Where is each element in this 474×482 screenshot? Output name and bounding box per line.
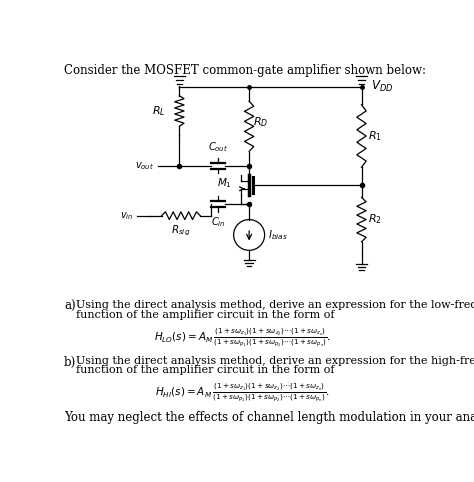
Text: Consider the MOSFET common-gate amplifier shown below:: Consider the MOSFET common-gate amplifie… — [64, 64, 426, 77]
Text: $R_1$: $R_1$ — [368, 129, 382, 143]
Text: $H_{HI}(s) = A_M \,\frac{(1+s\omega_{z_1})(1+s\omega_{z_2})\cdots(1+s\omega_{z_n: $H_{HI}(s) = A_M \,\frac{(1+s\omega_{z_1… — [155, 381, 330, 404]
Text: function of the amplifier circuit in the form of: function of the amplifier circuit in the… — [76, 365, 335, 375]
Text: $v_{in}$: $v_{in}$ — [120, 210, 134, 222]
Text: a): a) — [64, 300, 75, 313]
Text: b): b) — [64, 356, 76, 369]
Text: $R_2$: $R_2$ — [368, 213, 382, 227]
Text: function of the amplifier circuit in the form of: function of the amplifier circuit in the… — [76, 309, 335, 320]
Text: $v_{out}$: $v_{out}$ — [136, 160, 155, 172]
Text: $R_D$: $R_D$ — [253, 116, 268, 130]
Text: $H_{LO}(s) = A_M \,\frac{(1+s\omega_{z_1})(1+s\omega_{z_2})\cdots(1+s\omega_{z_n: $H_{LO}(s) = A_M \,\frac{(1+s\omega_{z_1… — [155, 326, 331, 348]
Text: Using the direct analysis method, derive an expression for the low-frequency tra: Using the direct analysis method, derive… — [76, 300, 474, 310]
Text: $I_{bias}$: $I_{bias}$ — [268, 228, 288, 242]
Text: $C_{in}$: $C_{in}$ — [211, 215, 226, 229]
Text: You may neglect the effects of channel length modulation in your analysis.: You may neglect the effects of channel l… — [64, 411, 474, 424]
Text: $R_{sig}$: $R_{sig}$ — [171, 223, 191, 238]
Text: $C_{out}$: $C_{out}$ — [208, 140, 228, 154]
Text: $V_{DD}$: $V_{DD}$ — [371, 80, 393, 94]
Text: Using the direct analysis method, derive an expression for the high-frequency tr: Using the direct analysis method, derive… — [76, 356, 474, 366]
Text: $M_1$: $M_1$ — [217, 176, 232, 190]
Text: $R_L$: $R_L$ — [152, 104, 165, 118]
